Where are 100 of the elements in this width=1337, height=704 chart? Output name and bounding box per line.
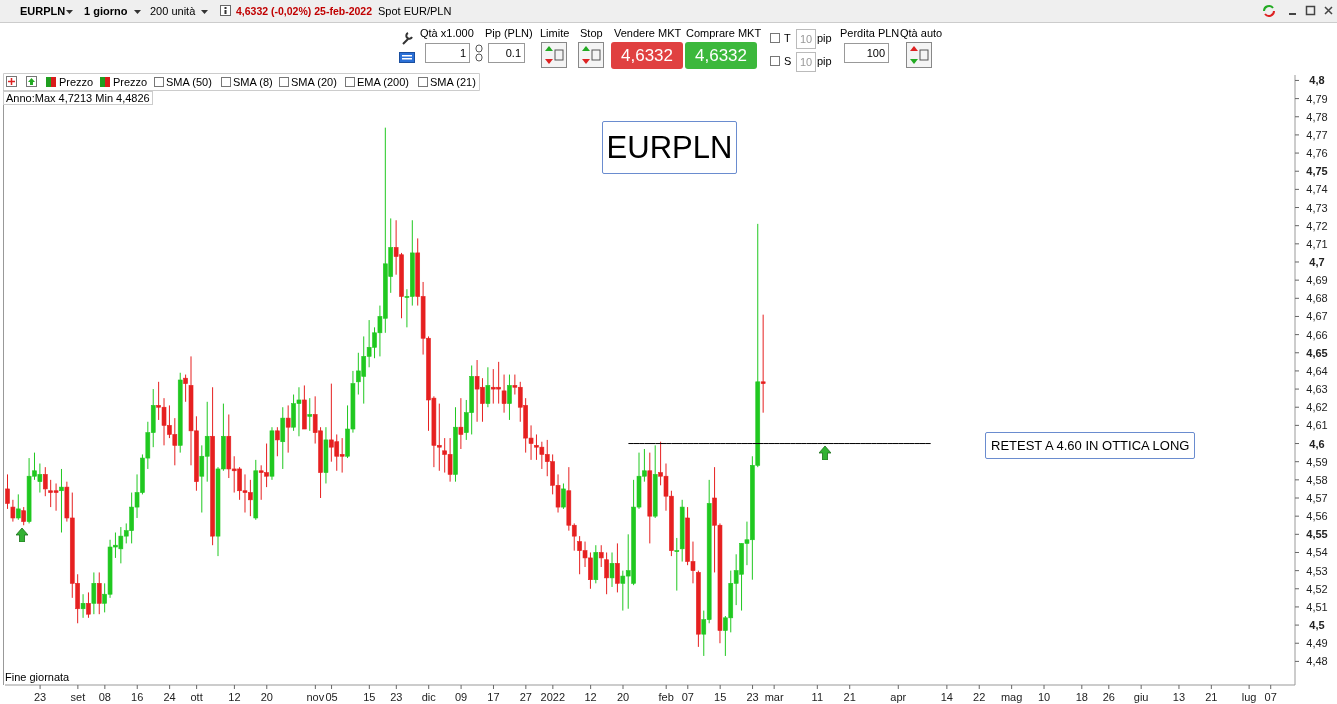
text: Comprare MKT: [686, 27, 762, 39]
y-tick-label: 4,7: [1309, 255, 1325, 268]
text: T: [784, 32, 791, 44]
x-tick-label: 26: [1102, 691, 1115, 703]
candlestick: [16, 493, 21, 521]
candlestick: [760, 314, 766, 414]
x-tick-label: mar: [764, 691, 784, 703]
y-tick-label: 4,66: [1306, 328, 1328, 341]
y-tick-label: 4,69: [1306, 274, 1328, 287]
x-tick-label: 18: [1075, 691, 1088, 703]
candlestick: [280, 406, 286, 470]
x-tick-label: lug: [1241, 691, 1257, 703]
candlestick: [275, 426, 280, 457]
candlestick: [307, 397, 313, 432]
candlestick: [59, 468, 64, 533]
candlestick: [91, 571, 97, 615]
y-tick-label: 4,71: [1306, 237, 1328, 250]
text: 4,6332 (-0,02%) 25-feb-2022: [236, 5, 372, 17]
candlestick: [598, 544, 604, 568]
y-tick-label: 4,72: [1306, 219, 1328, 232]
candlestick: [485, 366, 491, 408]
annotation: Prezzo: [113, 76, 148, 88]
y-tick-label: 4,63: [1306, 383, 1328, 396]
x-tick-label: nov: [306, 691, 325, 703]
x-tick-label: feb: [658, 691, 674, 703]
text: 200 unità: [150, 5, 196, 17]
annotation: Anno:Max 4,7213 Min 4,4826: [3, 91, 153, 105]
text: Stop: [580, 27, 603, 39]
x-tick-label: set: [70, 691, 86, 703]
candlestick: [21, 506, 26, 526]
candlestick: [458, 397, 464, 450]
y-tick-label: 4,76: [1306, 147, 1328, 160]
annotation: Fine giornata: [5, 671, 70, 683]
x-tick-label: 21: [843, 691, 856, 703]
x-tick-label: 11: [811, 691, 824, 703]
text: pip: [817, 32, 832, 44]
x-tick-label: ott: [190, 691, 203, 703]
candlestick: [183, 374, 188, 403]
candlestick: [5, 473, 10, 510]
x-tick-label: 12: [584, 691, 597, 703]
y-tick-label: 4,56: [1306, 510, 1328, 523]
annotation: SMA (21): [430, 76, 476, 88]
text: S: [784, 55, 792, 67]
annotation: SMA (8): [233, 76, 273, 88]
candlestick: [42, 466, 48, 497]
text: Limite: [540, 27, 570, 39]
text: pip: [817, 55, 832, 67]
text: Perdita PLN: [840, 27, 900, 39]
x-tick-label: 09: [454, 691, 468, 703]
text: Vendere MKT: [614, 27, 682, 39]
text: EURPLN: [602, 121, 737, 174]
candlestick: [609, 551, 615, 588]
y-tick-label: 4,75: [1306, 165, 1328, 178]
candlestick: [80, 593, 86, 619]
x-tick-label: 13: [1172, 691, 1186, 703]
x-tick-label: 21: [1205, 691, 1218, 703]
text: 100: [844, 43, 889, 63]
y-tick-label: 4,78: [1306, 110, 1328, 123]
candlestick: [10, 499, 16, 523]
annotation: EMA (200): [357, 76, 409, 88]
y-tick-label: 4,8: [1309, 74, 1325, 87]
y-tick-label: 4,67: [1306, 310, 1328, 323]
y-tick-label: 4,57: [1306, 492, 1328, 505]
y-tick-label: 4,68: [1306, 292, 1328, 305]
annotation: RETEST A 4.60 IN OTTICA LONG: [985, 432, 1196, 459]
x-tick-label: 12: [228, 691, 241, 703]
text: 10: [796, 52, 816, 72]
x-tick-label: dic: [421, 691, 437, 703]
x-tick-label: 15: [714, 691, 727, 703]
y-tick-label: 4,49: [1306, 637, 1328, 650]
text: EURPLN: [20, 5, 66, 17]
y-tick-label: 4,58: [1306, 473, 1328, 486]
y-tick-label: 4,54: [1306, 546, 1328, 559]
y-tick-label: 4,48: [1306, 655, 1328, 668]
y-tick-label: 4,62: [1306, 401, 1328, 414]
x-tick-label: apr: [890, 691, 907, 703]
x-tick-label: 23: [33, 691, 47, 703]
text: 1 giorno: [84, 5, 128, 17]
x-tick-label: 22: [973, 691, 986, 703]
y-tick-label: 4,61: [1306, 419, 1328, 432]
candlestick: [501, 374, 507, 414]
candlestick: [674, 537, 680, 592]
candlestick: [96, 571, 102, 615]
x-tick-label: 10: [1037, 691, 1051, 703]
x-tick-label: 16: [131, 691, 144, 703]
x-tick-label: 23: [746, 691, 759, 703]
candlestick: [86, 591, 91, 619]
y-tick-label: 4,65: [1306, 346, 1328, 359]
text: 10: [796, 29, 816, 49]
x-tick-label: 20: [616, 691, 630, 703]
x-tick-label: 07: [681, 691, 694, 703]
x-tick-label: 14: [940, 691, 953, 703]
x-tick-label: 08: [98, 691, 111, 703]
y-tick-label: 4,74: [1306, 183, 1328, 196]
text: 1: [425, 43, 470, 63]
y-tick-label: 4,5: [1309, 619, 1325, 632]
x-tick-label: giu: [1133, 691, 1149, 703]
text: 4,6332: [685, 42, 757, 69]
text: Spot EUR/PLN: [378, 5, 452, 17]
candlestick: [604, 551, 609, 595]
